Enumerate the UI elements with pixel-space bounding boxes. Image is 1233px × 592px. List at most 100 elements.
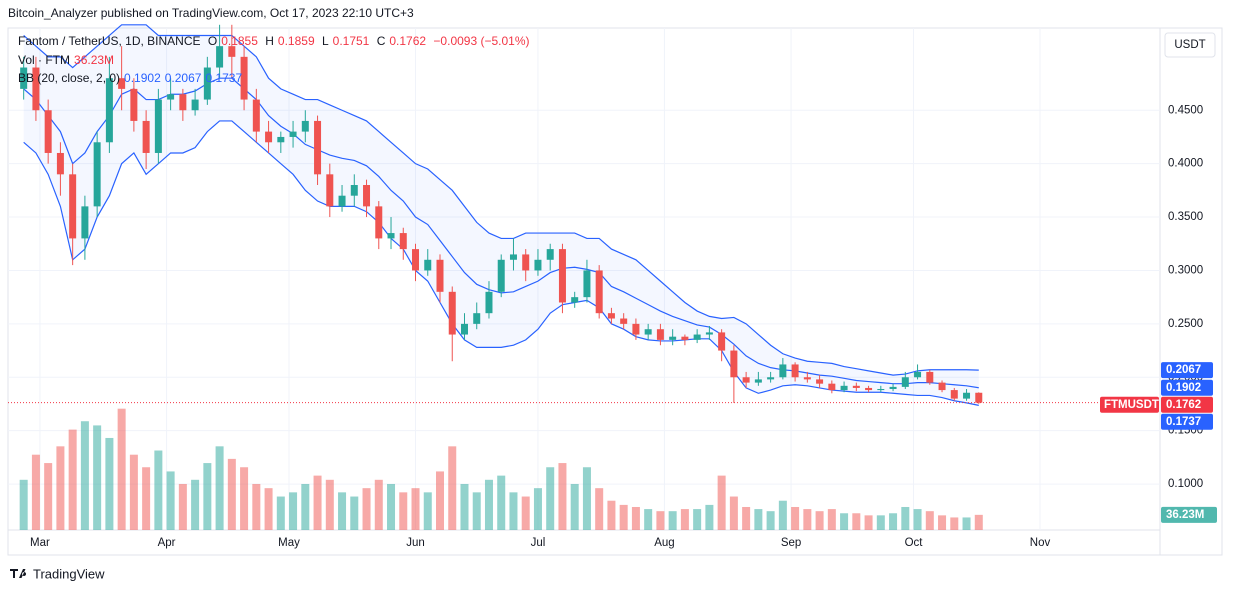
candle-body — [571, 297, 579, 303]
candle-body — [154, 99, 162, 153]
x-tick-label: Nov — [1030, 537, 1051, 549]
volume-bar — [411, 488, 420, 530]
candle-body — [975, 392, 983, 403]
candle-body — [167, 94, 175, 100]
candle-body — [56, 152, 64, 175]
volume-bar — [766, 511, 775, 530]
volume-bar — [570, 483, 579, 530]
candle-body — [889, 386, 897, 390]
price-badge-label: 0.1902 — [1166, 382, 1201, 394]
volume-bar — [742, 506, 751, 530]
candle-body — [546, 249, 554, 260]
volume-bar — [656, 511, 665, 530]
candle-body — [497, 259, 505, 292]
volume-bar — [558, 463, 567, 530]
y-tick-label: 0.3500 — [1168, 211, 1203, 223]
candle-body — [424, 259, 432, 271]
volume-bar — [889, 513, 898, 530]
legend-open: 0.1855 — [221, 34, 258, 48]
volume-bar — [264, 488, 273, 530]
candle-body — [142, 120, 150, 153]
legend-change: −0.0093 (−5.01%) — [433, 34, 530, 48]
candle-body — [350, 185, 358, 196]
candle-body — [852, 385, 860, 388]
volume-bar — [754, 509, 763, 530]
candle-body — [816, 379, 824, 384]
volume-bar — [729, 496, 738, 530]
candle-body — [436, 259, 444, 292]
x-tick-label: Mar — [30, 537, 50, 549]
volume-bar — [117, 408, 126, 530]
candle-body — [203, 67, 211, 100]
volume-bar — [338, 492, 347, 530]
bb-upper-line — [23, 24, 979, 376]
volume-bar — [448, 446, 457, 530]
legend-close: 0.1762 — [389, 34, 427, 48]
volume-bar — [595, 488, 604, 530]
volume-bar — [876, 515, 885, 530]
volume-bar — [705, 504, 714, 530]
price-badge-label: 0.1762 — [1166, 399, 1201, 411]
y-tick-label: 0.4000 — [1168, 158, 1203, 170]
candle-body — [767, 377, 775, 380]
candle-body — [363, 185, 371, 207]
volume-bar — [129, 454, 138, 530]
candle-body — [620, 318, 628, 324]
volume-bar — [240, 467, 249, 530]
candle-body — [105, 78, 113, 143]
candle-body — [265, 131, 273, 143]
volume-bar — [950, 517, 959, 530]
volume-bar — [925, 511, 934, 530]
volume-bar — [582, 467, 591, 530]
x-tick-label: May — [278, 537, 300, 549]
volume-bar — [717, 475, 726, 530]
volume-bar — [362, 488, 371, 530]
candle-body — [718, 332, 726, 351]
candle-body — [314, 120, 322, 175]
legend-key: C — [376, 34, 386, 48]
volume-bar — [938, 515, 947, 530]
currency-button-label[interactable]: USDT — [1174, 39, 1205, 51]
brand-name: TradingView — [33, 566, 105, 581]
volume-bar — [313, 475, 322, 530]
candle-body — [252, 99, 260, 132]
candle-body — [828, 383, 836, 391]
candle-body — [20, 67, 28, 89]
candle-body — [754, 379, 762, 383]
currency-button[interactable] — [1164, 32, 1216, 58]
volume-bar — [350, 496, 359, 530]
volume-bar — [19, 479, 28, 530]
candle-body — [240, 56, 248, 100]
volume-bar — [778, 500, 787, 530]
volume-bar — [974, 514, 983, 530]
candle-body — [460, 323, 468, 335]
candle-body — [914, 371, 922, 378]
candle-body — [387, 233, 395, 239]
candle-body — [840, 385, 848, 391]
volume-bar — [387, 483, 396, 530]
volume-bar — [803, 509, 812, 530]
volume-badge-label: 36.23M — [1166, 509, 1204, 521]
y-tick-label: 0.2500 — [1168, 318, 1203, 330]
bb-lower-line — [23, 120, 979, 406]
volume-bar — [399, 492, 408, 530]
candle-body — [522, 254, 530, 271]
volume-bar — [191, 479, 200, 530]
bb-middle-value: 0.1902 — [124, 71, 161, 85]
candle-body — [118, 78, 126, 89]
price-badge-label: 0.1737 — [1166, 416, 1201, 428]
volume-bar — [227, 458, 236, 530]
legend-low: 0.1751 — [332, 34, 370, 48]
candle-body — [130, 88, 138, 121]
candle-body — [669, 336, 677, 340]
volume-bar — [460, 483, 469, 530]
volume-bar — [864, 515, 873, 530]
volume-bar — [142, 467, 151, 530]
volume-bar — [56, 446, 65, 530]
volume-bar — [644, 509, 653, 530]
x-tick-label: Aug — [654, 537, 674, 549]
axis-layer: 0.10000.15000.20000.25000.30000.35000.40… — [30, 104, 1217, 549]
volume-bar — [521, 496, 530, 530]
grid — [8, 28, 1160, 530]
candle-body — [399, 233, 407, 250]
